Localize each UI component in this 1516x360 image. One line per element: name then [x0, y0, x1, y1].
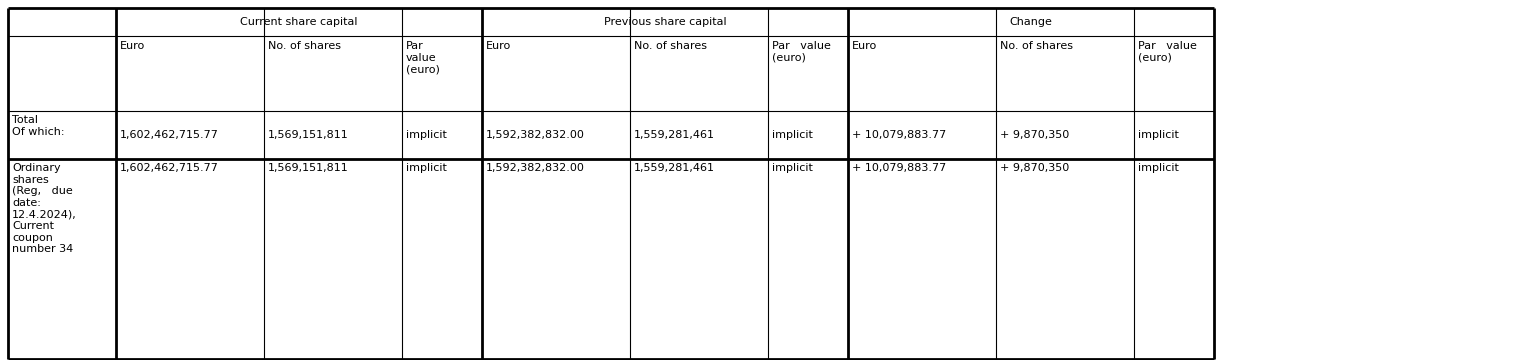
Text: implicit: implicit	[406, 163, 447, 173]
Text: implicit: implicit	[1139, 163, 1179, 173]
Text: 1,569,151,811: 1,569,151,811	[268, 163, 349, 173]
Text: 1,602,462,715.77: 1,602,462,715.77	[120, 163, 218, 173]
Text: No. of shares: No. of shares	[634, 41, 706, 51]
Text: 1,602,462,715.77: 1,602,462,715.77	[120, 130, 218, 140]
Text: Euro: Euro	[487, 41, 511, 51]
Text: implicit: implicit	[772, 163, 813, 173]
Text: 1,559,281,461: 1,559,281,461	[634, 163, 716, 173]
Text: Par   value
(euro): Par value (euro)	[1139, 41, 1196, 63]
Text: 1,569,151,811: 1,569,151,811	[268, 130, 349, 140]
Text: 1,592,382,832.00: 1,592,382,832.00	[487, 163, 585, 173]
Text: 1,592,382,832.00: 1,592,382,832.00	[487, 130, 585, 140]
Text: + 10,079,883.77: + 10,079,883.77	[852, 163, 946, 173]
Text: Change: Change	[1010, 17, 1052, 27]
Text: Par   value
(euro): Par value (euro)	[772, 41, 831, 63]
Text: implicit: implicit	[1139, 130, 1179, 140]
Text: 1,559,281,461: 1,559,281,461	[634, 130, 716, 140]
Text: No. of shares: No. of shares	[1001, 41, 1073, 51]
Text: Current share capital: Current share capital	[240, 17, 358, 27]
Text: Total
Of which:: Total Of which:	[12, 115, 65, 136]
Text: + 9,870,350: + 9,870,350	[1001, 130, 1069, 140]
Text: No. of shares: No. of shares	[268, 41, 341, 51]
Text: Euro: Euro	[852, 41, 878, 51]
Text: Euro: Euro	[120, 41, 146, 51]
Text: + 9,870,350: + 9,870,350	[1001, 163, 1069, 173]
Text: + 10,079,883.77: + 10,079,883.77	[852, 130, 946, 140]
Text: implicit: implicit	[772, 130, 813, 140]
Text: Previous share capital: Previous share capital	[603, 17, 726, 27]
Text: Ordinary
shares
(Reg,   due
date:
12.4.2024),
Current
coupon
number 34: Ordinary shares (Reg, due date: 12.4.202…	[12, 163, 77, 254]
Text: implicit: implicit	[406, 130, 447, 140]
Text: Par
value
(euro): Par value (euro)	[406, 41, 440, 74]
